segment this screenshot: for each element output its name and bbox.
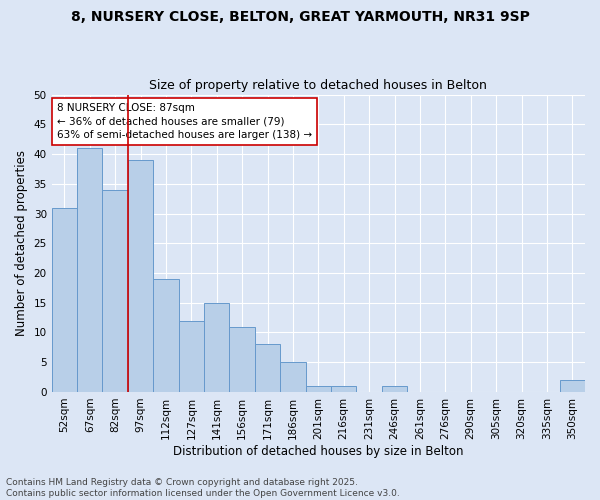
Bar [153, 279, 179, 392]
X-axis label: Distribution of detached houses by size in Belton: Distribution of detached houses by size … [173, 444, 464, 458]
Bar [179, 320, 204, 392]
Y-axis label: Number of detached properties: Number of detached properties [15, 150, 28, 336]
Bar [280, 362, 305, 392]
Bar [229, 326, 255, 392]
Text: 8, NURSERY CLOSE, BELTON, GREAT YARMOUTH, NR31 9SP: 8, NURSERY CLOSE, BELTON, GREAT YARMOUTH… [71, 10, 529, 24]
Bar [204, 302, 229, 392]
Bar [52, 208, 77, 392]
Bar [305, 386, 331, 392]
Bar [103, 190, 128, 392]
Bar [255, 344, 280, 392]
Bar [331, 386, 356, 392]
Text: Contains HM Land Registry data © Crown copyright and database right 2025.
Contai: Contains HM Land Registry data © Crown c… [6, 478, 400, 498]
Title: Size of property relative to detached houses in Belton: Size of property relative to detached ho… [149, 79, 487, 92]
Bar [382, 386, 407, 392]
Bar [128, 160, 153, 392]
Bar [560, 380, 585, 392]
Bar [77, 148, 103, 392]
Text: 8 NURSERY CLOSE: 87sqm
← 36% of detached houses are smaller (79)
63% of semi-det: 8 NURSERY CLOSE: 87sqm ← 36% of detached… [57, 104, 312, 140]
